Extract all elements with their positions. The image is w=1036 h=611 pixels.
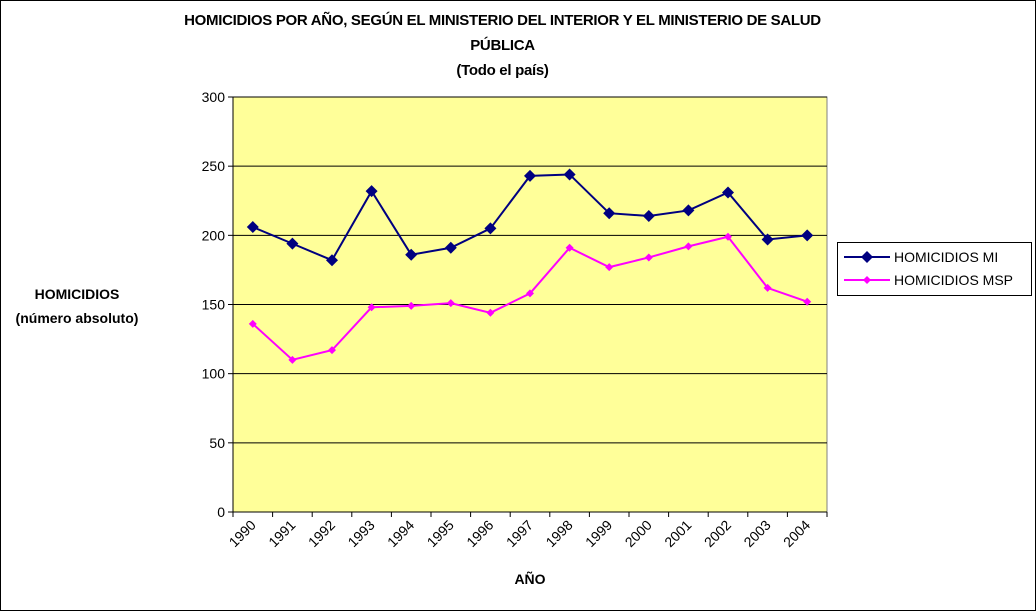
data-point-msp [724, 232, 732, 241]
data-point-msp [684, 242, 693, 251]
x-tick-label: 1998 [542, 517, 575, 550]
y-tick-label: 100 [202, 366, 226, 382]
data-point-msp [565, 243, 574, 252]
data-point-mi [642, 209, 655, 222]
data-point-msp [407, 301, 416, 310]
y-tick-label: 150 [202, 297, 226, 313]
y-tick-label: 250 [202, 158, 226, 174]
data-point-msp [803, 297, 812, 306]
y-tick-label: 300 [202, 89, 226, 105]
data-point-mi [246, 221, 259, 234]
data-point-msp [446, 299, 455, 308]
x-tick-label: 2000 [622, 517, 655, 550]
data-point-msp [763, 283, 772, 292]
data-point-mi [722, 186, 734, 199]
y-axis-label-units: (número absoluto) [15, 310, 139, 326]
y-tick-label: 200 [202, 227, 226, 243]
x-tick-label: 1990 [226, 517, 259, 550]
data-point-mi [761, 233, 774, 246]
x-axis-label: AÑO [514, 571, 546, 587]
legend-item-msp: HOMICIDIOS MSP [838, 270, 1031, 290]
x-tick-label: 1992 [305, 517, 338, 550]
x-tick-label: 2004 [780, 517, 813, 550]
legend-swatch-mi [844, 251, 890, 263]
data-point-mi [682, 204, 695, 217]
data-point-mi [365, 185, 378, 198]
data-point-mi [801, 229, 814, 242]
data-point-mi [444, 241, 457, 254]
chart-legend: HOMICIDIOS MI HOMICIDIOS MSP [837, 242, 1032, 296]
legend-label-mi: HOMICIDIOS MI [894, 249, 999, 265]
data-point-msp [248, 319, 257, 328]
data-point-mi [286, 237, 299, 250]
x-tick-label: 1997 [503, 517, 536, 550]
legend-item-mi: HOMICIDIOS MI [838, 247, 1031, 267]
data-point-msp [367, 303, 376, 312]
y-axis-label: HOMICIDIOS [34, 286, 120, 302]
x-tick-label: 2002 [701, 517, 734, 550]
x-tick-label: 1999 [582, 517, 615, 550]
chart-title-line-2: PÚBLICA [470, 37, 535, 54]
data-point-mi [405, 248, 418, 261]
x-tick-label: 1995 [424, 517, 457, 550]
data-point-mi [484, 222, 497, 235]
y-tick-label: 50 [209, 435, 225, 451]
x-tick-label: 1996 [463, 517, 496, 550]
x-tick-label: 2001 [661, 517, 694, 550]
data-point-msp [605, 263, 614, 272]
data-point-msp [526, 289, 534, 298]
data-point-mi [326, 254, 338, 267]
chart-subtitle: (Todo el país) [456, 62, 549, 79]
x-tick-label: 1994 [384, 517, 417, 550]
x-tick-label: 2003 [740, 517, 773, 550]
data-point-msp [288, 355, 297, 364]
legend-swatch-msp [844, 276, 890, 284]
y-tick-label: 0 [217, 504, 225, 520]
x-tick-label: 1993 [344, 517, 377, 550]
data-point-msp [644, 253, 653, 262]
data-point-mi [603, 207, 616, 220]
data-point-mi [524, 169, 536, 182]
data-point-msp [328, 346, 336, 355]
legend-label-msp: HOMICIDIOS MSP [894, 272, 1014, 288]
chart-title-line-1: HOMICIDIOS POR AÑO, SEGÚN EL MINISTERIO … [184, 12, 821, 29]
x-tick-label: 1991 [265, 517, 298, 550]
data-point-mi [563, 168, 576, 181]
data-point-msp [486, 308, 495, 317]
